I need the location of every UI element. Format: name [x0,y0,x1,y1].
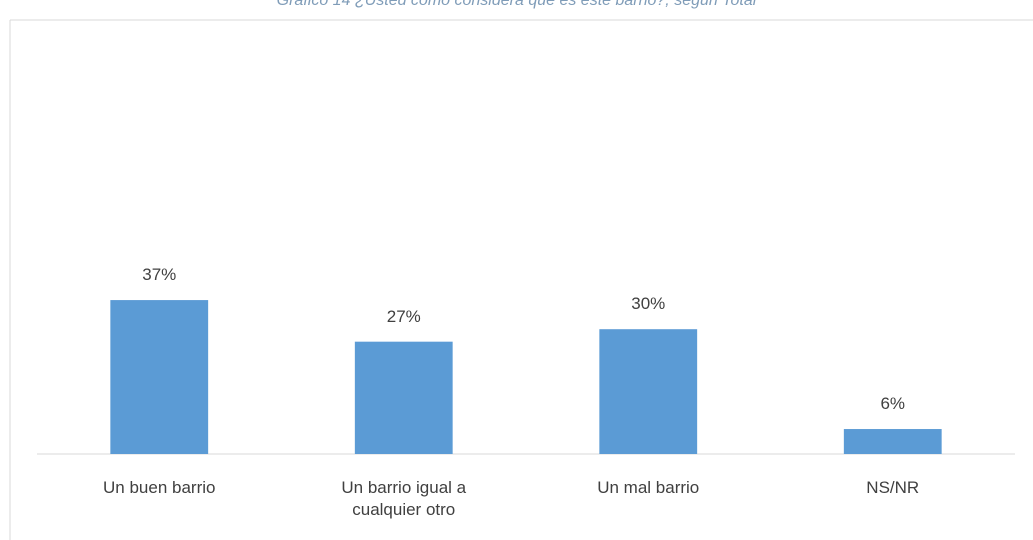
bar [110,300,209,454]
bar [354,341,453,454]
x-tick-label: Un barrio igual a cualquier otro [341,478,467,519]
bar [843,429,942,454]
value-label: 27% [386,306,421,326]
x-tick-label: NS/NR [866,478,920,497]
value-label: 30% [631,294,666,314]
x-tick-label: Un buen barrio [103,478,216,497]
chart-title: Gráfico 14 ¿Usted cómo considera que es … [276,0,757,9]
value-label: 37% [142,265,177,285]
bar [599,329,698,454]
x-tick-label: Un mal barrio [597,478,700,497]
value-label: 6% [880,394,906,414]
